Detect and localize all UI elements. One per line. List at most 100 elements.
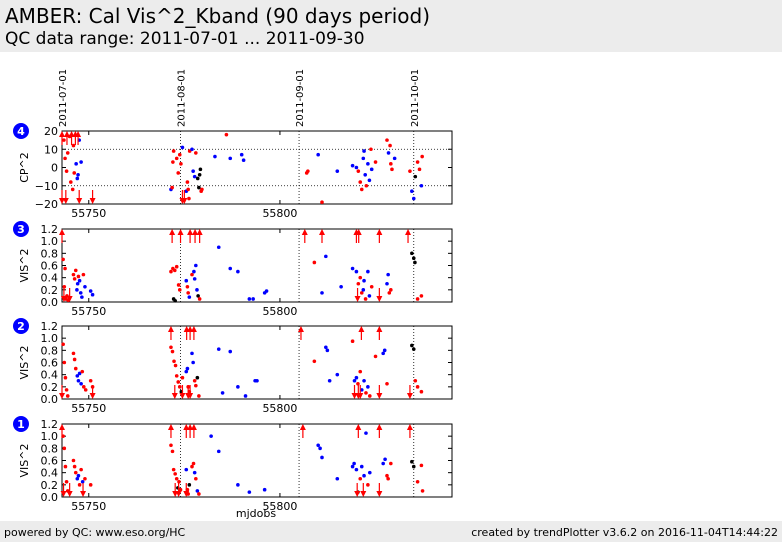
data-point (381, 461, 385, 466)
data-point (75, 176, 80, 181)
clip-arrow-down-head (80, 491, 87, 497)
data-point (382, 348, 387, 353)
data-point (251, 297, 255, 301)
data-point (172, 359, 176, 364)
page-title: AMBER: Cal Vis^2_Kband (90 days period) (5, 4, 430, 28)
x-tick-label: 55800 (262, 402, 297, 415)
data-point (306, 169, 310, 173)
data-point (350, 464, 355, 469)
data-point (71, 143, 76, 148)
clip-arrow-up-head (319, 229, 325, 235)
data-point (364, 183, 369, 188)
clip-arrow-up-head (59, 424, 65, 430)
data-point (262, 487, 267, 492)
clip-arrow-up-head (376, 229, 383, 235)
panel-4: −20 −10 0 10 20 55750 55800 CP^2 4 (13, 123, 453, 220)
y-tick-label: 1.2 (41, 418, 59, 431)
clip-arrow-down-head (76, 198, 83, 204)
data-point (83, 284, 87, 289)
y-tick-label: 0.2 (41, 381, 59, 394)
data-point (385, 381, 389, 386)
clip-arrow-up-head (406, 424, 413, 430)
data-point (75, 281, 80, 286)
data-point (415, 479, 420, 484)
data-point (195, 375, 200, 380)
panel-2: 0.00.20.40.60.81.01.2 55750 55800 VIS^2 2 (13, 318, 453, 415)
data-point (381, 351, 385, 356)
clip-arrow-up-head (355, 229, 362, 235)
y-tick-label: 1.2 (41, 320, 59, 333)
data-point (356, 281, 361, 286)
data-point (320, 455, 324, 460)
data-point (419, 463, 424, 468)
page-subtitle: QC data range: 2011-07-01 ... 2011-09-30 (5, 29, 365, 49)
data-point (354, 467, 359, 472)
data-point (177, 385, 182, 389)
data-point (411, 196, 416, 201)
data-point (216, 245, 221, 250)
y-tick-label: 0.2 (41, 479, 59, 492)
data-point (413, 260, 417, 265)
data-point (316, 152, 320, 157)
date-tick-label: 2011-09-01 (295, 69, 306, 127)
data-point (180, 375, 185, 380)
panel-frame (61, 325, 453, 400)
data-point (350, 266, 355, 271)
clip-arrow-down-head (60, 296, 67, 302)
data-point (75, 288, 79, 292)
data-point (177, 152, 182, 157)
data-point (410, 189, 414, 194)
data-point (64, 388, 69, 392)
data-point (78, 291, 83, 295)
data-point (388, 143, 392, 148)
clip-arrow-up-head (187, 424, 194, 430)
data-point (171, 467, 176, 472)
data-point (209, 434, 213, 438)
y-tick-label: 1.0 (41, 332, 59, 345)
data-point (180, 145, 185, 150)
data-point (73, 366, 78, 371)
data-point (174, 264, 179, 269)
data-point (239, 152, 244, 157)
clip-arrow-down-head (187, 393, 194, 399)
y-tick-label: 10 (44, 143, 58, 156)
panel-badge (13, 416, 29, 432)
data-point (191, 169, 195, 173)
clip-arrow-up-head (405, 229, 412, 235)
data-point (197, 394, 201, 398)
data-point (80, 369, 85, 374)
data-point (80, 295, 84, 299)
data-point (76, 473, 81, 478)
x-tick-label: 55800 (262, 305, 297, 318)
data-point (392, 156, 397, 161)
data-point (367, 178, 372, 183)
data-point (197, 185, 201, 190)
data-point (228, 156, 233, 161)
data-point (79, 160, 83, 164)
data-point (169, 443, 173, 448)
clip-arrow-up-head (59, 229, 65, 235)
data-point (358, 275, 363, 280)
clip-arrow-down-head (179, 393, 186, 399)
x-tick-label: 55800 (262, 207, 297, 220)
clip-arrow-down-head (181, 198, 188, 204)
data-point (359, 291, 364, 295)
x-tick-label: 55750 (71, 207, 106, 220)
y-axis-label: VIS^2 (18, 249, 31, 283)
data-point (190, 147, 194, 152)
y-tick-label: 0.4 (41, 467, 59, 480)
y-tick-label: 0.4 (41, 369, 59, 382)
data-point (387, 291, 392, 295)
clip-arrow-up-head (376, 424, 383, 430)
data-point (216, 449, 221, 454)
data-point (77, 371, 82, 376)
data-point (389, 288, 393, 292)
data-point (192, 269, 196, 274)
data-point (62, 284, 67, 289)
data-point (411, 464, 416, 469)
data-point (88, 289, 93, 293)
clip-arrow-down-head (175, 491, 182, 497)
data-point (356, 169, 361, 173)
data-point (62, 138, 66, 142)
data-point (190, 351, 194, 356)
